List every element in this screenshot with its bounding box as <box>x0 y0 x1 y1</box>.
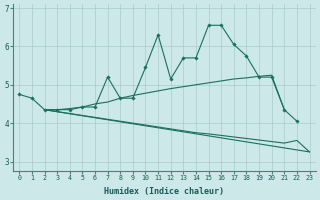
X-axis label: Humidex (Indice chaleur): Humidex (Indice chaleur) <box>104 187 224 196</box>
